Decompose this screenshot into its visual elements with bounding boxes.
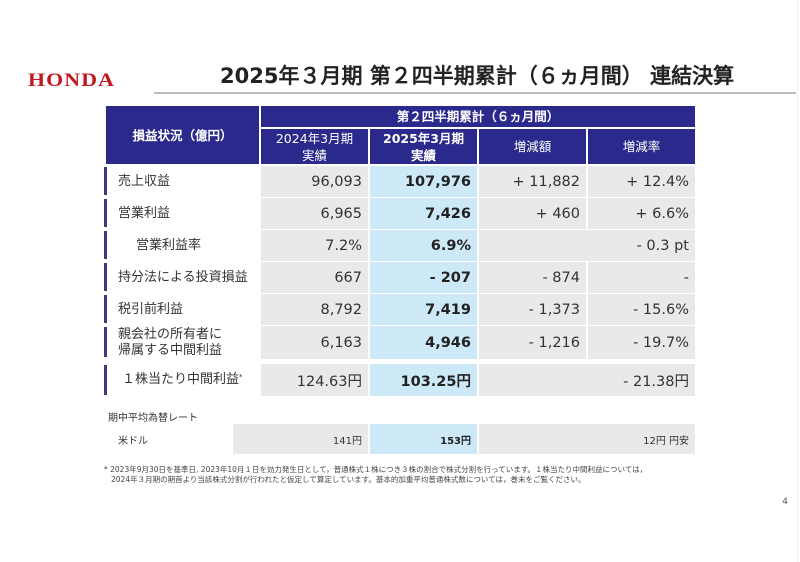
row-marker <box>104 295 107 323</box>
group-header: 第２四半期累計（６ヵ月間） <box>261 106 695 127</box>
column-header-rate-text: 増減率 <box>622 139 661 154</box>
column-header-curr: 2025年3月期 実績 <box>370 129 477 164</box>
cell-rate: + 6.6% <box>588 198 695 229</box>
cell-diff: - 1,216 <box>479 326 586 359</box>
cell-prev: 667 <box>261 262 368 293</box>
cell-diff: - 874 <box>479 262 586 293</box>
cell-curr: 4,946 <box>370 326 477 359</box>
cell-prev: 124.63円 <box>261 364 368 396</box>
page-title: 2025年３月期 第２四半期累計（６ヵ月間） 連結決算 <box>220 64 735 88</box>
cell-prev: 6,163 <box>261 326 368 359</box>
cell-diff: + 460 <box>479 198 586 229</box>
row-label-text: １株当たり中間利益 <box>122 372 240 387</box>
column-header-diff-text: 増減額 <box>513 139 552 154</box>
fx-label: 米ドル <box>118 435 148 447</box>
cell-prev: 96,093 <box>261 166 368 197</box>
footnote-mark: * <box>239 373 243 381</box>
row-marker <box>104 167 107 195</box>
corner-header: 損益状況（億円） <box>106 106 259 164</box>
row-label-text: 売上収益 <box>118 173 171 189</box>
group-header-text: 第２四半期累計（６ヵ月間） <box>396 109 560 124</box>
row-label: １株当たり中間利益 * <box>106 364 259 396</box>
column-header-curr-line1: 2025年3月期 <box>383 130 464 146</box>
cell-curr: 7,419 <box>370 294 477 325</box>
column-header-prev-line2: 実績 <box>301 147 327 163</box>
row-marker <box>104 327 107 357</box>
cell-curr: - 207 <box>370 262 477 293</box>
fx-prev: 141円 <box>233 424 368 454</box>
cell-diff: - 1,373 <box>479 294 586 325</box>
row-label: 営業利益率 <box>106 230 259 261</box>
row-marker <box>104 231 107 259</box>
row-label-text: 税引前利益 <box>118 301 184 317</box>
column-header-rate: 増減率 <box>588 129 695 164</box>
row-label-text: 営業利益率 <box>136 237 202 253</box>
row-label: 売上収益 <box>106 166 259 197</box>
row-label: 持分法による投資損益 <box>106 262 259 293</box>
cell-curr: 6.9% <box>370 230 477 261</box>
column-header-prev: 2024年3月期 実績 <box>261 129 368 164</box>
cell-rate: - 21.38円 <box>479 364 695 396</box>
row-marker <box>104 263 107 291</box>
row-marker <box>104 365 107 395</box>
cell-curr: 103.25円 <box>370 364 477 396</box>
footnote-line2: 2024年３月期の期首より当該株式分割が行われたと仮定して算定しています。基本的… <box>111 475 586 484</box>
column-header-prev-line1: 2024年3月期 <box>275 130 354 146</box>
cell-prev: 7.2% <box>261 230 368 261</box>
title-divider <box>154 92 796 94</box>
row-label: 営業利益 <box>106 198 259 229</box>
page-number: 4 <box>782 497 788 507</box>
cell-prev: 8,792 <box>261 294 368 325</box>
fx-change: 12円 円安 <box>479 424 695 454</box>
cell-prev: 6,965 <box>261 198 368 229</box>
row-label-line2: 帰属する中間利益 <box>118 342 223 358</box>
row-label: 税引前利益 <box>106 294 259 325</box>
cell-rate: + 12.4% <box>588 166 695 197</box>
row-marker <box>104 199 107 227</box>
column-header-curr-line2: 実績 <box>410 147 436 163</box>
cell-rate: - 0.3 pt <box>479 230 695 261</box>
fx-curr: 153円 <box>370 424 477 454</box>
cell-curr: 7,426 <box>370 198 477 229</box>
cell-curr: 107,976 <box>370 166 477 197</box>
cell-diff: + 11,882 <box>479 166 586 197</box>
cell-rate: - <box>588 262 695 293</box>
row-label-text: 営業利益 <box>118 205 171 221</box>
corner-header-text: 損益状況（億円） <box>132 127 233 143</box>
row-label: 親会社の所有者に 帰属する中間利益 <box>106 326 259 359</box>
honda-logo: HONDA <box>28 70 116 91</box>
fx-heading: 期中平均為替レート <box>108 412 198 424</box>
row-label-text: 持分法による投資損益 <box>118 269 248 285</box>
column-header-diff: 増減額 <box>479 129 586 164</box>
page-edge <box>797 0 798 562</box>
cell-rate: - 19.7% <box>588 326 695 359</box>
footnote-line1: * 2023年9月30日を基準日, 2023年10月１日を効力発生日として，普通… <box>104 465 648 474</box>
cell-rate: - 15.6% <box>588 294 695 325</box>
row-label-line1: 親会社の所有者に <box>118 326 223 342</box>
